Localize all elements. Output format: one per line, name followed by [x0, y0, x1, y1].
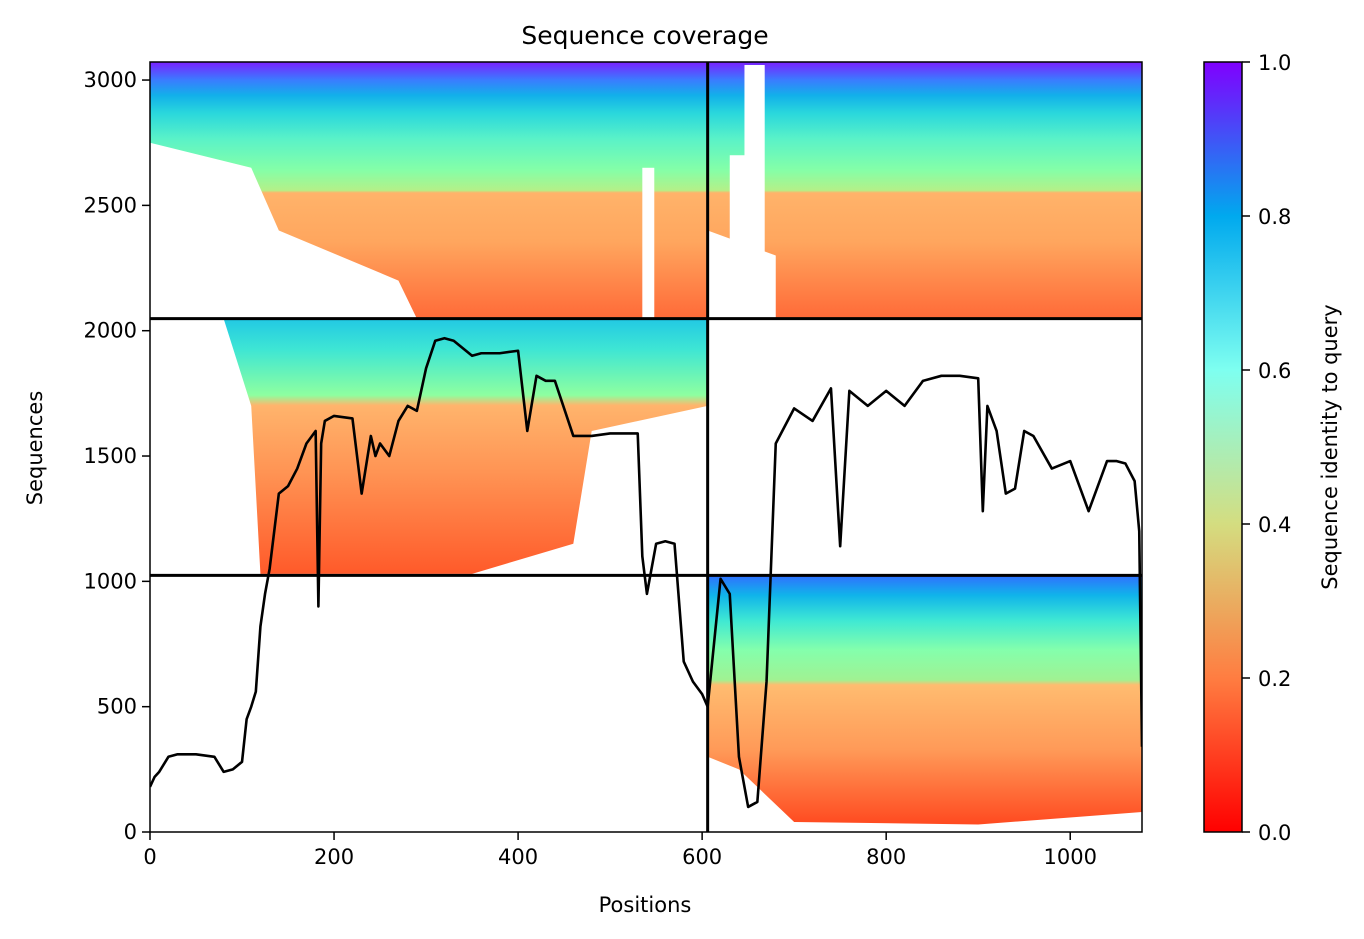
coverage-block — [707, 575, 1142, 825]
x-axis-label: Positions — [599, 893, 692, 917]
colorbar-ticks: 0.0 0.2 0.4 0.6 0.8 1.0 — [1242, 51, 1291, 845]
plot-area — [150, 62, 1142, 832]
x-tick-label: 800 — [866, 845, 906, 869]
colorbar-tick-label: 0.4 — [1258, 513, 1291, 537]
x-tick-label: 600 — [682, 845, 722, 869]
chart-title: Sequence coverage — [521, 21, 768, 50]
colorbar-tick-label: 0.2 — [1258, 667, 1291, 691]
x-axis: 0 200 400 600 800 1000 — [143, 832, 1097, 869]
y-tick-label: 2500 — [84, 193, 137, 217]
coverage-line — [150, 336, 1142, 809]
colorbar-scale — [1203, 61, 1243, 833]
x-tick-label: 200 — [314, 845, 354, 869]
colorbar-tick-label: 0.6 — [1258, 359, 1291, 383]
colorbar: 0.0 0.2 0.4 0.6 0.8 1.0 Sequence identity to … — [1203, 51, 1342, 845]
y-axis: 0 500 1000 1500 2000 2500 3000 — [84, 68, 150, 844]
gap-column — [729, 155, 749, 281]
coverage-block — [150, 318, 708, 574]
coverage-block — [150, 62, 708, 319]
x-tick-label: 1000 — [1043, 845, 1096, 869]
y-axis-label: Sequences — [23, 391, 47, 506]
gap-column — [642, 167, 655, 319]
plot-frame — [149, 61, 1143, 833]
y-tick-label: 0 — [124, 820, 137, 844]
colorbar-tick-label: 1.0 — [1258, 51, 1291, 75]
x-tick-label: 400 — [498, 845, 538, 869]
colorbar-tick-label: 0.0 — [1258, 821, 1291, 845]
colorbar-label: Sequence identity to query — [1318, 304, 1342, 589]
y-tick-label: 2000 — [84, 319, 137, 343]
y-tick-label: 500 — [97, 695, 137, 719]
coverage-heatmap — [150, 62, 1142, 825]
y-tick-label: 1500 — [84, 444, 137, 468]
x-tick-label: 0 — [143, 845, 156, 869]
gap-column — [744, 65, 765, 319]
y-tick-label: 1000 — [84, 569, 137, 593]
colorbar-tick-label: 0.8 — [1258, 205, 1291, 229]
coverage-block — [707, 62, 1142, 319]
y-tick-label: 3000 — [84, 68, 137, 92]
